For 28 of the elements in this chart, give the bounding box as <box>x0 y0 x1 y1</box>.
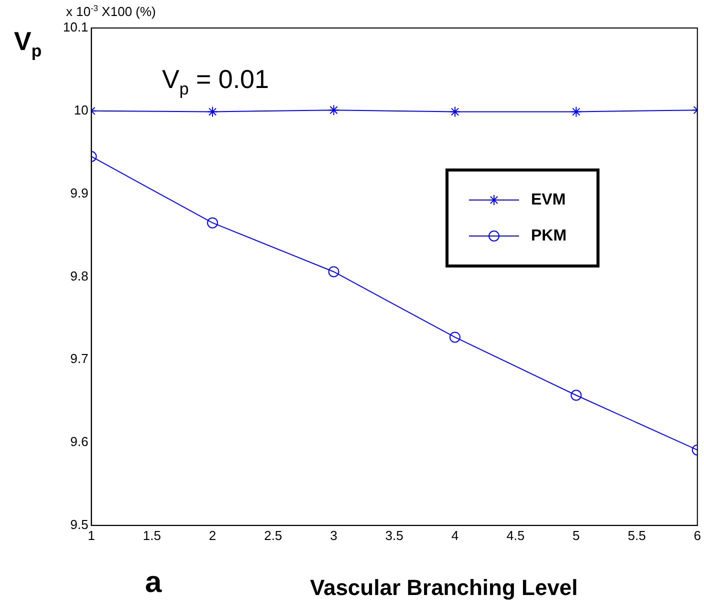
x-tick-label: 1.5 <box>142 528 161 543</box>
legend-label: EVM <box>531 191 566 208</box>
x-tick-label: 4 <box>451 528 459 543</box>
x-tick-label: 2.5 <box>264 528 282 543</box>
legend-label: PKM <box>531 227 567 244</box>
x-tick-label: 3.5 <box>385 528 404 543</box>
x-tick-label: 5 <box>572 528 580 543</box>
point <box>449 332 460 343</box>
text: a <box>145 566 162 599</box>
y-tick-label: 10.1 <box>62 20 88 35</box>
y-tick-label: 9.8 <box>70 268 88 284</box>
y-tick-label: 9.5 <box>70 516 88 532</box>
x-tick-label: 5.5 <box>628 528 646 543</box>
point <box>207 217 218 228</box>
y-tick-label: 9.7 <box>70 351 88 366</box>
x-tick-label: 6 <box>694 528 701 543</box>
point <box>328 266 340 278</box>
x-axis-title: Vascular Branching Level <box>310 575 578 600</box>
y-tick-label: 9.9 <box>70 185 88 200</box>
point <box>449 106 460 118</box>
y-tick-label: 9.6 <box>70 434 88 450</box>
point <box>207 106 218 118</box>
x-tick-label: 1 <box>88 528 95 543</box>
x-tick-label: 3 <box>330 528 338 543</box>
point <box>328 104 340 116</box>
x-tick-label: 2 <box>208 528 216 543</box>
y-tick-label: 10 <box>74 102 88 118</box>
x-tick-label: 4.5 <box>506 528 525 543</box>
